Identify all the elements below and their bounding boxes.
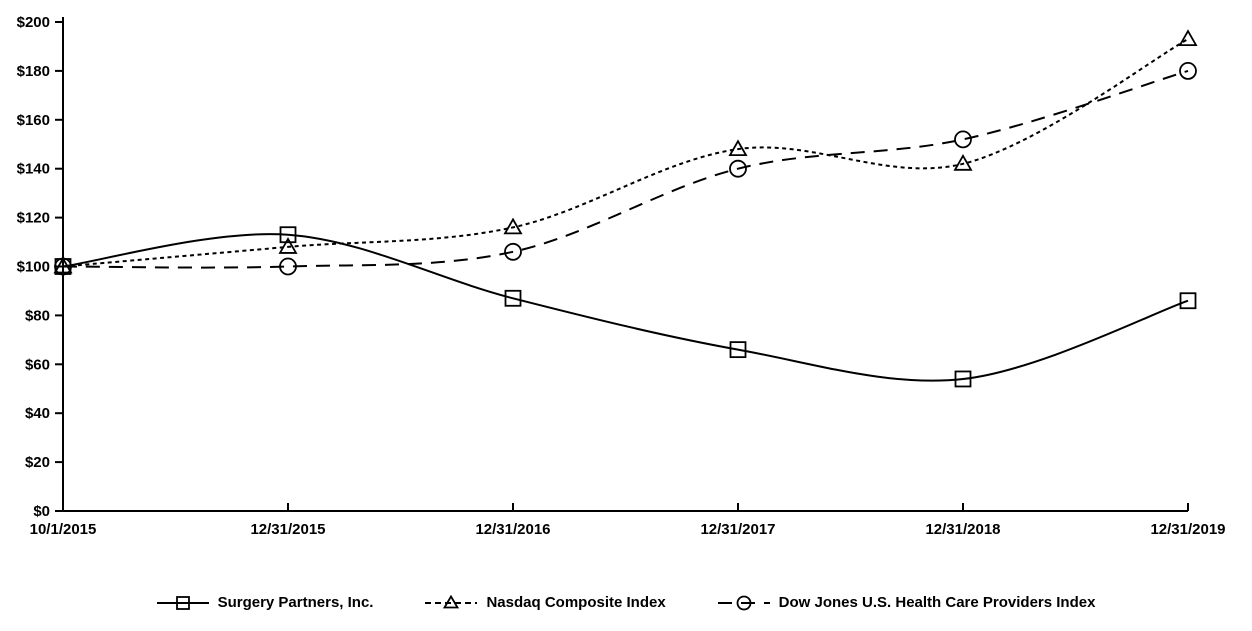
circle-marker-icon — [504, 242, 522, 261]
circle-marker-icon — [954, 130, 972, 149]
y-tick-label: $80 — [25, 307, 50, 324]
triangle-marker-icon — [53, 256, 73, 274]
triangle-marker-icon — [953, 153, 973, 171]
y-tick-label: $100 — [17, 259, 50, 276]
stock-performance-chart: $0 $20 $40 $60 $80 $100 $120 $140 $160 $180 $200 10… — [17, 14, 1226, 538]
square-marker-icon — [729, 341, 747, 359]
circle-marker-icon — [717, 595, 770, 610]
x-tick-label: 12/31/2015 — [250, 521, 325, 538]
legend-label-surgery-partners: Surgery Partners, Inc. — [217, 594, 374, 611]
series-line-dow-jones-u-s-health-care-providers-index — [62, 69, 1189, 269]
y-tick-label: $200 — [17, 14, 50, 31]
x-tick-label: 12/31/2018 — [925, 521, 1000, 538]
x-tick-label: 12/31/2017 — [700, 521, 775, 538]
square-marker-icon — [279, 226, 297, 244]
series-line-nasdaq-composite-index — [62, 38, 1189, 268]
y-tick-label: $0 — [33, 503, 50, 520]
square-marker-icon — [1179, 292, 1197, 310]
legend-item-surgery-partners: Surgery Partners, Inc. — [156, 594, 374, 611]
y-tick-label: $120 — [17, 210, 50, 227]
circle-marker-icon — [54, 257, 72, 276]
legend-item-nasdaq-composite: Nasdaq Composite Index — [425, 594, 666, 611]
series-line-surgery-partners-inc — [62, 233, 1189, 382]
circle-marker-icon — [736, 595, 752, 610]
triangle-marker-icon — [503, 217, 523, 235]
circle-marker-icon — [1179, 62, 1197, 80]
legend-item-dow-jones-health-care: Dow Jones U.S. Health Care Providers Ind… — [717, 594, 1096, 611]
y-tick-label: $20 — [25, 454, 50, 471]
triangle-marker-icon — [278, 237, 298, 254]
triangle-marker-icon — [1178, 29, 1198, 47]
y-tick-label: $160 — [17, 112, 50, 129]
triangle-marker-icon — [443, 594, 460, 608]
square-marker-icon — [504, 289, 522, 307]
x-tick-label: 12/31/2019 — [1150, 521, 1225, 538]
y-tick-label: $140 — [17, 161, 50, 178]
legend-label-nasdaq-composite: Nasdaq Composite Index — [486, 594, 666, 611]
x-tick-label: 10/1/2015 — [30, 521, 97, 538]
square-marker-icon — [156, 595, 209, 610]
chart-legend: Surgery Partners, Inc. Nasdaq Composite … — [0, 594, 1252, 611]
square-marker-icon — [175, 595, 190, 610]
circle-marker-icon — [729, 159, 747, 178]
circle-marker-icon — [279, 257, 297, 276]
y-tick-label: $40 — [25, 405, 50, 422]
y-tick-label: $180 — [17, 63, 50, 80]
triangle-marker-icon — [425, 594, 478, 608]
y-tick-label: $60 — [25, 356, 50, 373]
x-tick-label: 12/31/2016 — [475, 521, 550, 538]
square-marker-icon — [954, 370, 972, 388]
legend-label-dow-jones-health-care: Dow Jones U.S. Health Care Providers Ind… — [778, 594, 1096, 611]
triangle-marker-icon — [728, 139, 748, 157]
